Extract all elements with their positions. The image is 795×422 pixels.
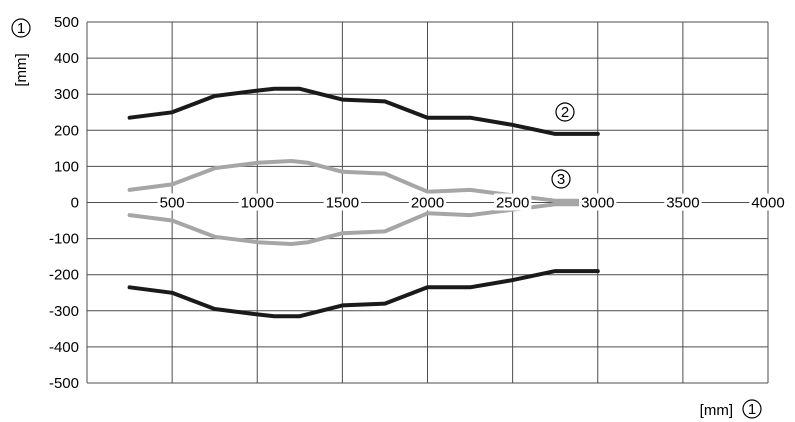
x-tick-label: 500 [160,195,185,212]
x-tick-label: 2500 [496,195,529,212]
y-tick-labels: 500 400 300 200 100 0 -100 -200 -300 -400 -500 [49,14,79,392]
x-tick-label: 1500 [326,195,359,212]
x-tick-label: 3000 [581,195,614,212]
series-2-marker: 2 [561,104,569,121]
y-tick-label: -300 [49,303,79,320]
x-tick-labels: 500 1000 1500 2000 2500 3000 3500 4000 [157,193,787,212]
x-axis-label: [mm] [700,402,733,419]
x-tick-label-bg [664,193,702,211]
x-tick-label-bg [323,193,362,211]
y-tick-label: 300 [54,86,79,103]
x-tick-label: 2000 [411,195,444,212]
y-axis-label: [mm] [13,53,30,86]
y-axis-marker: 1 [17,20,25,37]
series-2-marker-circle [555,102,575,122]
series-3-marker: 3 [557,171,565,188]
series-2-lower-line [127,269,600,319]
x-tick-label: 3500 [666,195,699,212]
x-tick-label-bg [157,193,187,211]
y-tick-label: 100 [54,158,79,175]
y-tick-label: -100 [49,231,79,248]
x-tick-label-bg [579,193,617,211]
y-tick-label: -500 [49,375,79,392]
x-tick-label-bg [238,193,276,211]
series-2-upper-line [127,86,600,136]
series-3-marker-circle [551,169,571,189]
y-tick-label: 200 [54,122,79,139]
x-tick-label-bg [749,193,787,211]
y-tick-label: 0 [71,195,79,212]
x-axis-marker-circle [742,399,762,419]
x-tick-label-bg [408,193,447,211]
x-tick-label-bg [493,193,532,211]
y-tick-label: 500 [54,14,79,31]
y-tick-label: -400 [49,339,79,356]
x-tick-label: 1000 [241,195,274,212]
x-axis-marker: 1 [748,401,756,418]
y-tick-label: -200 [49,267,79,284]
x-tick-label: 4000 [751,195,784,212]
y-tick-label: 400 [54,50,79,67]
y-axis-marker-circle [11,18,31,38]
